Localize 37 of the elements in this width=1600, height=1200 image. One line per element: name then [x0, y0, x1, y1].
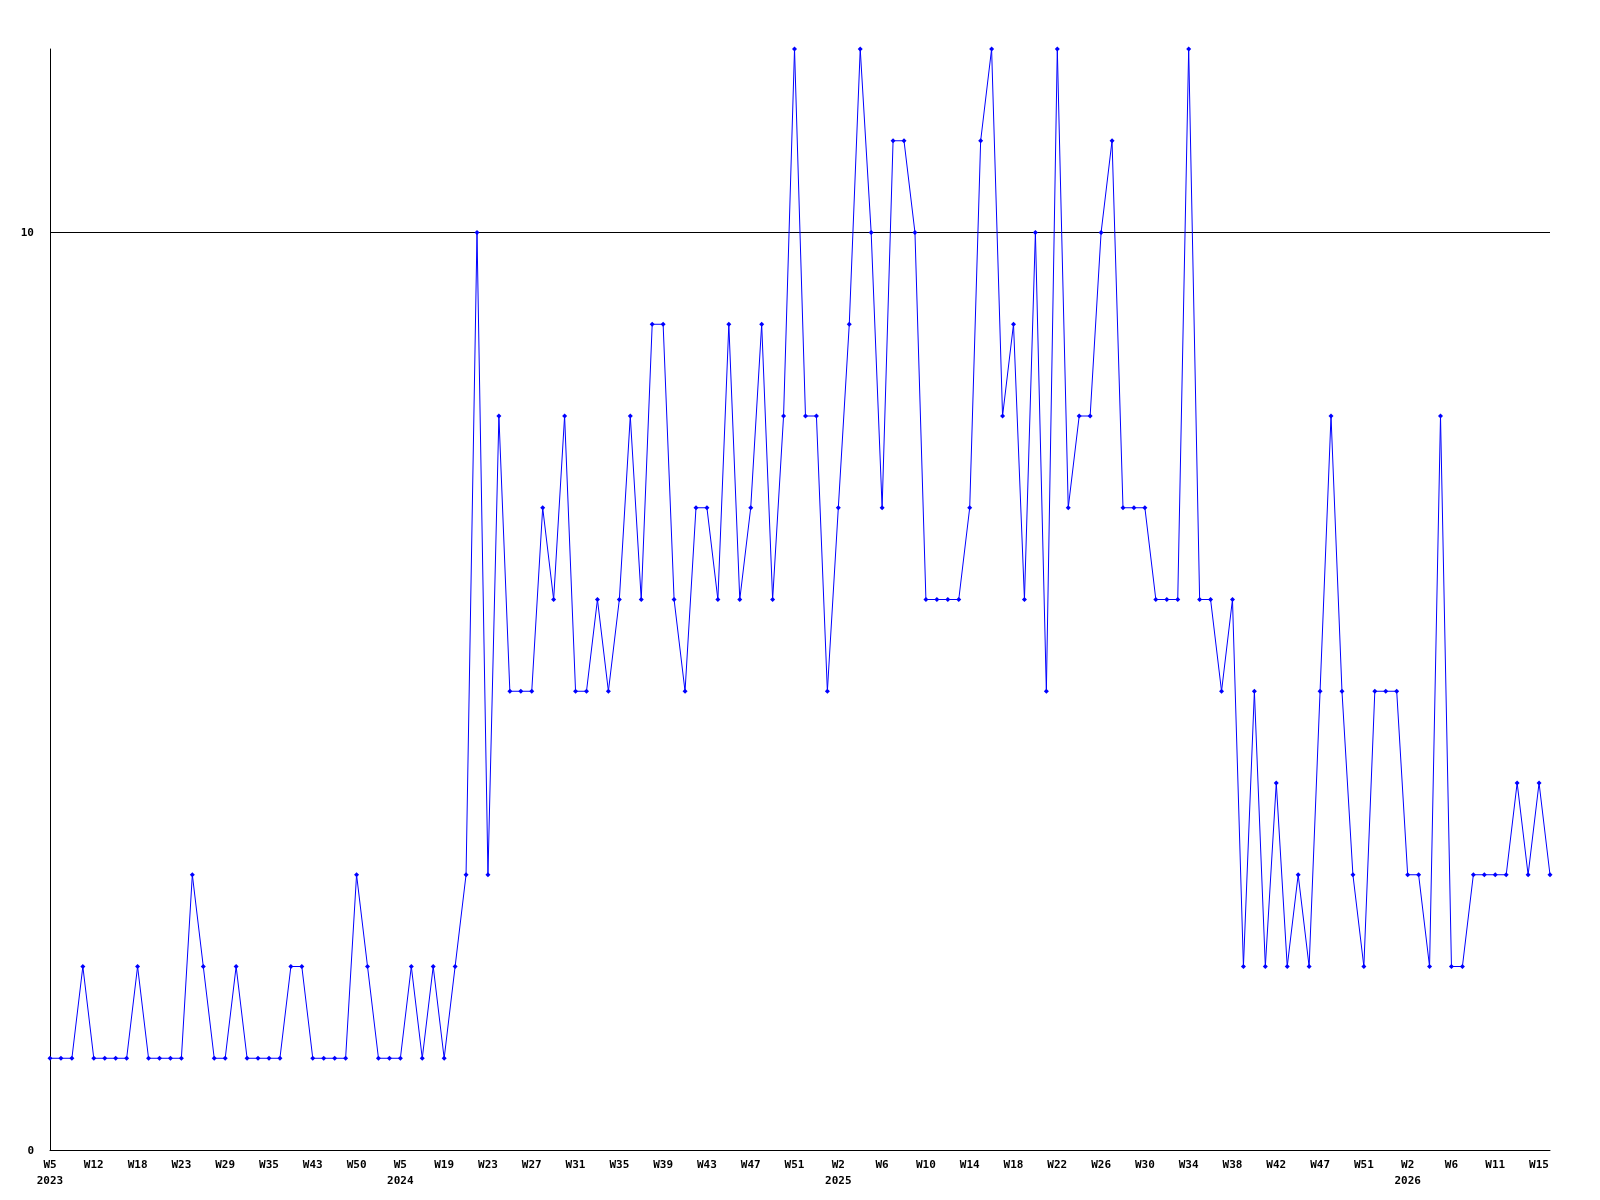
x-tick-label: W5 2023	[36, 1157, 64, 1187]
x-tick-label: W6	[875, 1157, 890, 1171]
x-tick-label: W19	[434, 1157, 455, 1171]
x-tick-label: W39	[653, 1157, 674, 1171]
x-tick-label: W10	[915, 1157, 936, 1171]
x-tick-label: W18	[1003, 1157, 1024, 1171]
x-tick-label: W38	[1222, 1157, 1243, 1171]
x-tick-label: W23	[478, 1157, 498, 1171]
x-tick-label: W23	[171, 1157, 192, 1171]
x-tick-label: W47	[740, 1157, 761, 1171]
y-tick-label: 0	[27, 1143, 34, 1157]
x-tick-label: W29	[215, 1157, 236, 1171]
x-tick-label: W35	[609, 1157, 630, 1171]
x-tick-label: W22	[1047, 1157, 1068, 1171]
x-tick-label: W26	[1091, 1157, 1112, 1171]
x-tick-label: W2 2025	[825, 1157, 852, 1187]
x-tick-label: W51	[784, 1157, 805, 1171]
x-tick-label: W34	[1178, 1157, 1199, 1171]
x-tick-label: W30	[1134, 1157, 1155, 1171]
x-tick-label: W18	[127, 1157, 148, 1171]
x-tick-label: W42	[1266, 1157, 1287, 1171]
x-tick-label: W27	[521, 1157, 542, 1171]
x-tick-label: W50	[346, 1157, 367, 1171]
x-tick-label: W15	[1529, 1157, 1549, 1171]
x-tick-label: W47	[1310, 1157, 1331, 1171]
y-tick-label: 10	[20, 226, 34, 239]
x-tick-label: W43	[697, 1157, 717, 1171]
x-tick-label: W2 2026	[1394, 1157, 1422, 1187]
x-tick-label: W51	[1353, 1157, 1375, 1171]
x-tick-label: W35	[259, 1157, 279, 1171]
x-tick-label: W31	[565, 1157, 586, 1171]
x-tick-label: W11	[1485, 1157, 1506, 1171]
x-tick-label: W14	[959, 1157, 981, 1171]
x-tick-label: W12	[83, 1157, 104, 1171]
x-tick-label: W5 2024	[387, 1157, 414, 1187]
x-tick-label: W43	[302, 1157, 323, 1171]
x-tick-label: W6	[1444, 1157, 1459, 1171]
